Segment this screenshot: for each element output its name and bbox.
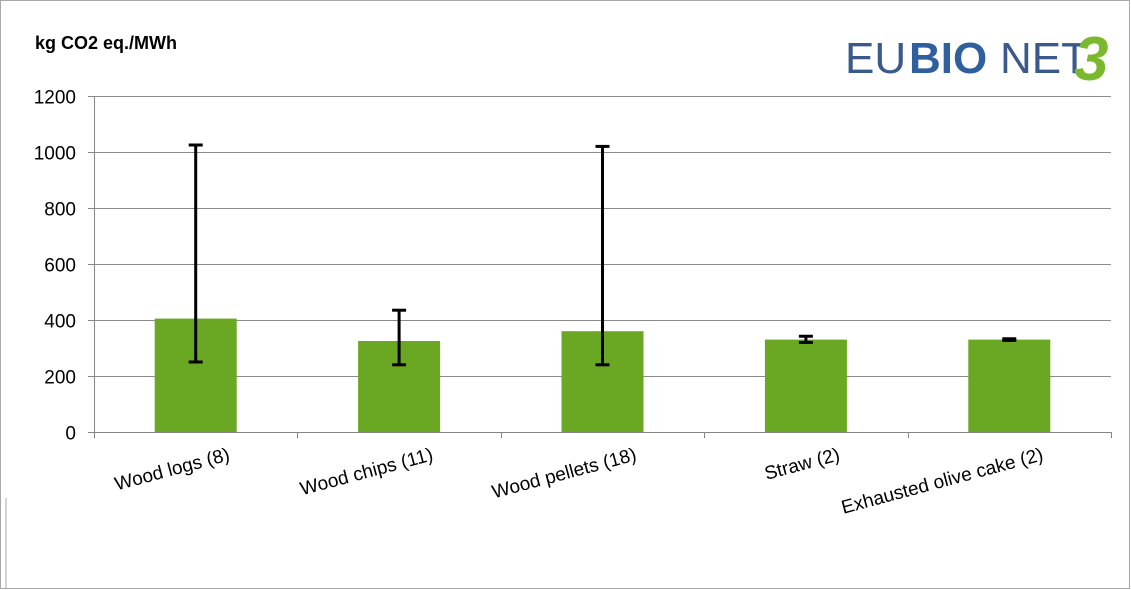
- y-tick-label: 600: [44, 256, 76, 277]
- y-axis-title: kg CO2 eq./MWh: [35, 33, 177, 53]
- bar: [764, 339, 847, 432]
- y-tick-label: 0: [65, 424, 76, 445]
- error-bars: [188, 143, 1017, 367]
- y-tick-label: 200: [44, 368, 76, 389]
- y-tick-label: 800: [44, 200, 76, 221]
- x-axis: [94, 96, 1112, 438]
- y-tick-label: 1200: [34, 88, 76, 109]
- logo-bold: BIO: [909, 34, 987, 83]
- logo-suffix: NET: [1000, 34, 1088, 83]
- bar: [968, 339, 1051, 432]
- y-tick-label: 1000: [34, 144, 76, 165]
- logo: EU BIO NET 3: [845, 25, 1108, 94]
- y-tick-label: 400: [44, 312, 76, 333]
- logo-number: 3: [1074, 25, 1108, 94]
- logo-prefix: EU: [845, 34, 906, 83]
- y-axis-ticks: 0 200 400 600 800 1000 1200: [34, 88, 94, 445]
